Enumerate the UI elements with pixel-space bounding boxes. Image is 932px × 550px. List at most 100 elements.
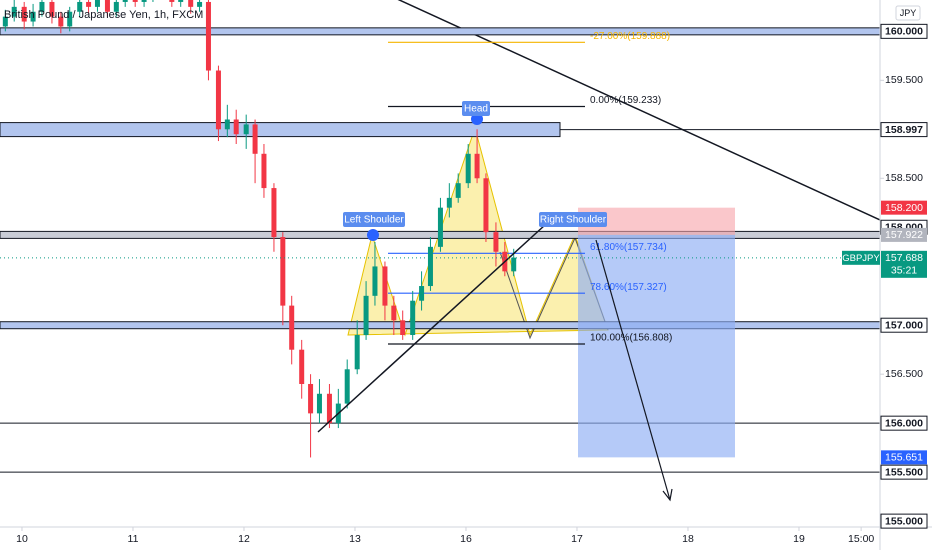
candle-body bbox=[188, 0, 194, 7]
candle-body bbox=[122, 0, 128, 2]
x-tick-label: 17 bbox=[571, 533, 583, 545]
target-label: 155.651 bbox=[885, 452, 923, 464]
candle-body bbox=[410, 300, 416, 336]
candle-body bbox=[252, 124, 258, 154]
level-label: 155.500 bbox=[885, 466, 923, 478]
x-tick-label: 19 bbox=[793, 533, 805, 545]
candle-body bbox=[58, 16, 64, 27]
candle-body bbox=[197, 1, 203, 7]
candle-body bbox=[372, 266, 378, 296]
countdown: 35:21 bbox=[891, 265, 917, 277]
candle-body bbox=[205, 1, 211, 71]
x-tick-label: 16 bbox=[460, 533, 472, 545]
candle-body bbox=[94, 0, 100, 7]
candle-body bbox=[243, 124, 249, 135]
stop-label: 158.200 bbox=[885, 202, 923, 214]
level-label: 157.000 bbox=[885, 319, 923, 331]
candle-body bbox=[363, 295, 369, 336]
level-label: 155.000 bbox=[885, 515, 923, 527]
pattern-label: Left Shoulder bbox=[344, 215, 404, 226]
level-label-box bbox=[880, 317, 928, 333]
candle-body bbox=[455, 183, 461, 198]
candle-body bbox=[391, 305, 397, 321]
level-label: 156.000 bbox=[885, 417, 923, 429]
candle-body bbox=[354, 335, 360, 370]
candle-body bbox=[132, 0, 138, 2]
candle-body bbox=[437, 207, 443, 247]
level-label: 158.997 bbox=[885, 124, 923, 136]
symbol-box bbox=[842, 250, 880, 265]
candle-body bbox=[308, 383, 314, 414]
candle-body bbox=[400, 320, 406, 336]
candle-body bbox=[104, 0, 110, 12]
y-tick-label: 158.500 bbox=[885, 172, 923, 184]
candle-body bbox=[382, 266, 388, 306]
x-tick-label: 10 bbox=[16, 533, 28, 545]
candle-body bbox=[427, 246, 433, 287]
pattern-label-box bbox=[462, 101, 490, 116]
x-tick-label: 11 bbox=[128, 533, 139, 545]
current-price: 157.688 bbox=[885, 252, 923, 264]
candle-body bbox=[86, 1, 92, 7]
arrow-head bbox=[662, 488, 673, 502]
level-band bbox=[0, 321, 880, 330]
level-label: 160.000 bbox=[885, 26, 923, 38]
entry-label: 157.922 bbox=[885, 229, 923, 241]
fib-label: 78.60%(157.327) bbox=[590, 282, 667, 293]
fib-label: -27.00%(159.888) bbox=[590, 31, 670, 42]
fib-label: 0.00%(159.233) bbox=[590, 95, 661, 106]
candle-body bbox=[224, 119, 230, 130]
candle-body bbox=[446, 197, 452, 208]
pattern-label-box bbox=[343, 212, 405, 227]
fib-label: 61.80%(157.734) bbox=[590, 242, 667, 253]
chart-title: British Pound / Japanese Yen, 1h, FXCM bbox=[4, 9, 203, 21]
candle-body bbox=[67, 11, 73, 27]
x-tick-label: 15:00 bbox=[848, 533, 874, 545]
candle-body bbox=[30, 11, 36, 22]
pattern-point bbox=[367, 229, 379, 241]
y-tick-label: 156.500 bbox=[885, 368, 923, 380]
candle-body bbox=[299, 349, 305, 384]
candle-body bbox=[326, 393, 332, 424]
candle-body bbox=[215, 70, 221, 130]
candle-body bbox=[233, 119, 239, 135]
candle-body bbox=[49, 1, 55, 17]
candle-body bbox=[511, 257, 517, 272]
candle-body bbox=[169, 0, 175, 2]
plot-area: -27.00%(159.888) 0.00%(159.233) 61.80%(157… bbox=[0, 0, 880, 502]
candle-body bbox=[2, 16, 8, 27]
current-price-box bbox=[881, 250, 927, 278]
target-zone bbox=[578, 234, 735, 458]
candle-body bbox=[280, 237, 286, 306]
candle-body bbox=[113, 1, 119, 12]
candle-body bbox=[419, 286, 425, 301]
x-tick-label: 13 bbox=[349, 533, 361, 545]
symbol: GBPJPY bbox=[842, 253, 880, 264]
projection-arrow bbox=[595, 239, 671, 501]
candle-body bbox=[465, 153, 471, 184]
target-label-box bbox=[881, 450, 927, 465]
candle-body bbox=[474, 153, 480, 179]
candle-body bbox=[141, 0, 147, 2]
neckline bbox=[317, 224, 546, 433]
level-label-box bbox=[880, 23, 928, 39]
candle-body bbox=[483, 178, 489, 233]
level-band bbox=[0, 27, 880, 36]
candle-body bbox=[493, 232, 499, 252]
candle-body bbox=[39, 1, 45, 12]
pattern-label: Right Shoulder bbox=[540, 215, 607, 226]
fib-label: 100.00%(156.808) bbox=[590, 333, 672, 344]
stop-label-box bbox=[881, 200, 927, 215]
currency-box[interactable] bbox=[895, 5, 921, 21]
entry-label-box bbox=[881, 227, 927, 242]
candle-body bbox=[21, 6, 27, 22]
pattern-label-box bbox=[539, 212, 607, 227]
candle-body bbox=[178, 0, 184, 2]
pattern-label: Head bbox=[464, 104, 488, 115]
candle-body bbox=[11, 6, 17, 17]
y-tick-label: 159.500 bbox=[885, 74, 923, 86]
level-label-box bbox=[880, 464, 928, 480]
candle-body bbox=[261, 153, 267, 189]
